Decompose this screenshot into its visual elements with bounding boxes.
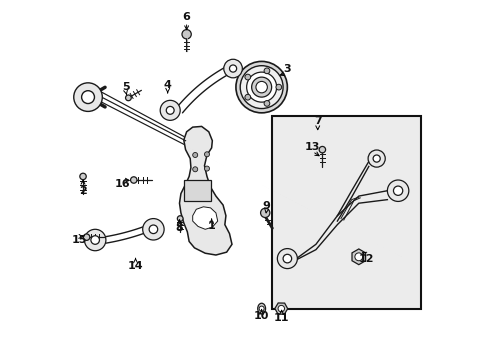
Circle shape — [142, 219, 164, 240]
Circle shape — [160, 100, 180, 120]
Circle shape — [150, 227, 156, 232]
Text: 9: 9 — [262, 201, 270, 211]
Text: 10: 10 — [253, 311, 269, 321]
Text: 2: 2 — [79, 186, 87, 196]
Circle shape — [224, 59, 242, 78]
Circle shape — [92, 238, 98, 243]
Circle shape — [229, 65, 236, 72]
Circle shape — [177, 216, 183, 221]
Circle shape — [204, 166, 209, 171]
Circle shape — [167, 108, 172, 113]
Text: 3: 3 — [282, 64, 290, 73]
Circle shape — [259, 306, 264, 311]
Circle shape — [284, 256, 289, 261]
Circle shape — [277, 249, 297, 269]
Bar — [183, 180, 210, 202]
Circle shape — [246, 72, 276, 102]
Circle shape — [80, 173, 86, 180]
Text: 5: 5 — [122, 82, 129, 92]
Circle shape — [125, 95, 131, 101]
Circle shape — [264, 100, 269, 106]
Circle shape — [354, 253, 362, 261]
Circle shape — [278, 305, 284, 312]
Circle shape — [204, 152, 209, 157]
Circle shape — [386, 180, 408, 202]
Circle shape — [91, 236, 99, 244]
Circle shape — [74, 83, 102, 111]
Text: 6: 6 — [183, 13, 190, 22]
Polygon shape — [179, 126, 231, 255]
Circle shape — [182, 30, 191, 39]
Circle shape — [372, 155, 380, 162]
Text: 14: 14 — [127, 261, 143, 271]
Circle shape — [319, 147, 325, 153]
Text: 11: 11 — [273, 312, 289, 323]
Circle shape — [394, 188, 400, 194]
Ellipse shape — [257, 303, 265, 314]
Circle shape — [244, 94, 250, 100]
Circle shape — [374, 157, 378, 161]
Circle shape — [166, 107, 174, 114]
Text: 15: 15 — [72, 235, 87, 245]
Circle shape — [130, 177, 137, 183]
Text: 7: 7 — [313, 116, 321, 126]
Circle shape — [260, 208, 269, 217]
Circle shape — [230, 66, 235, 71]
Circle shape — [251, 77, 271, 97]
Bar — [272, 116, 420, 309]
Circle shape — [192, 167, 197, 172]
Text: 13: 13 — [304, 142, 320, 152]
Circle shape — [244, 74, 250, 80]
Circle shape — [81, 91, 94, 104]
Circle shape — [84, 93, 92, 101]
Polygon shape — [192, 207, 217, 229]
Text: 1: 1 — [207, 221, 215, 231]
Circle shape — [255, 81, 267, 93]
Circle shape — [283, 254, 291, 263]
Circle shape — [264, 68, 269, 74]
Circle shape — [240, 66, 283, 109]
Circle shape — [83, 234, 90, 240]
Circle shape — [84, 229, 106, 251]
Circle shape — [235, 62, 287, 113]
Text: 4: 4 — [163, 80, 171, 90]
Circle shape — [393, 186, 402, 195]
Circle shape — [275, 84, 281, 90]
Text: 12: 12 — [358, 253, 374, 264]
Text: 16: 16 — [114, 179, 130, 189]
Text: 8: 8 — [175, 223, 183, 233]
Circle shape — [192, 153, 197, 157]
Circle shape — [367, 150, 385, 167]
Circle shape — [149, 225, 157, 234]
